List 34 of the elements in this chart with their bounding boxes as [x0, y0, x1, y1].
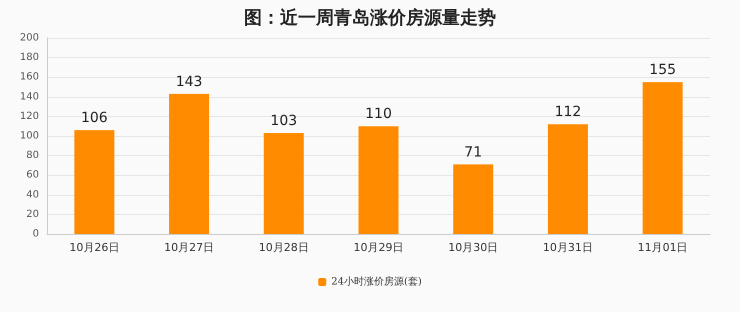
bar	[548, 124, 588, 234]
bar	[169, 94, 210, 234]
y-tick-label: 40	[26, 189, 39, 200]
y-tick-label: 0	[32, 228, 39, 240]
x-tick-label: 10月31日	[542, 241, 593, 254]
x-tick-label: 10月29日	[354, 241, 404, 254]
bar	[74, 130, 114, 234]
data-label: 143	[176, 74, 202, 90]
data-label: 103	[270, 113, 298, 130]
bar	[358, 126, 398, 234]
x-tick-label: 11月01日	[638, 241, 688, 254]
bar	[264, 133, 304, 234]
bar	[642, 82, 683, 234]
y-tick-label: 80	[26, 150, 39, 162]
data-label: 112	[554, 104, 582, 120]
data-label: 155	[649, 62, 676, 78]
data-label: 110	[365, 106, 392, 122]
x-tick-label: 10月28日	[258, 241, 309, 254]
y-tick-label: 160	[20, 72, 39, 83]
y-tick-label: 100	[20, 130, 39, 142]
y-tick-label: 140	[20, 91, 39, 102]
x-tick-label: 10月30日	[448, 241, 498, 254]
bar	[453, 164, 494, 234]
data-label: 71	[464, 144, 482, 160]
y-tick-label: 120	[20, 110, 39, 122]
x-tick-label: 10月26日	[69, 241, 120, 254]
y-tick-label: 20	[26, 208, 39, 220]
legend-label: 24小时涨价房源(套)	[331, 276, 422, 288]
y-tick-label: 200	[20, 32, 39, 44]
y-tick-label: 180	[20, 52, 39, 64]
x-tick-label: 10月27日	[164, 241, 214, 254]
data-label: 106	[80, 110, 108, 126]
y-tick-label: 60	[26, 170, 39, 181]
chart-title: 图：近一周青岛涨价房源量走势	[244, 8, 496, 28]
